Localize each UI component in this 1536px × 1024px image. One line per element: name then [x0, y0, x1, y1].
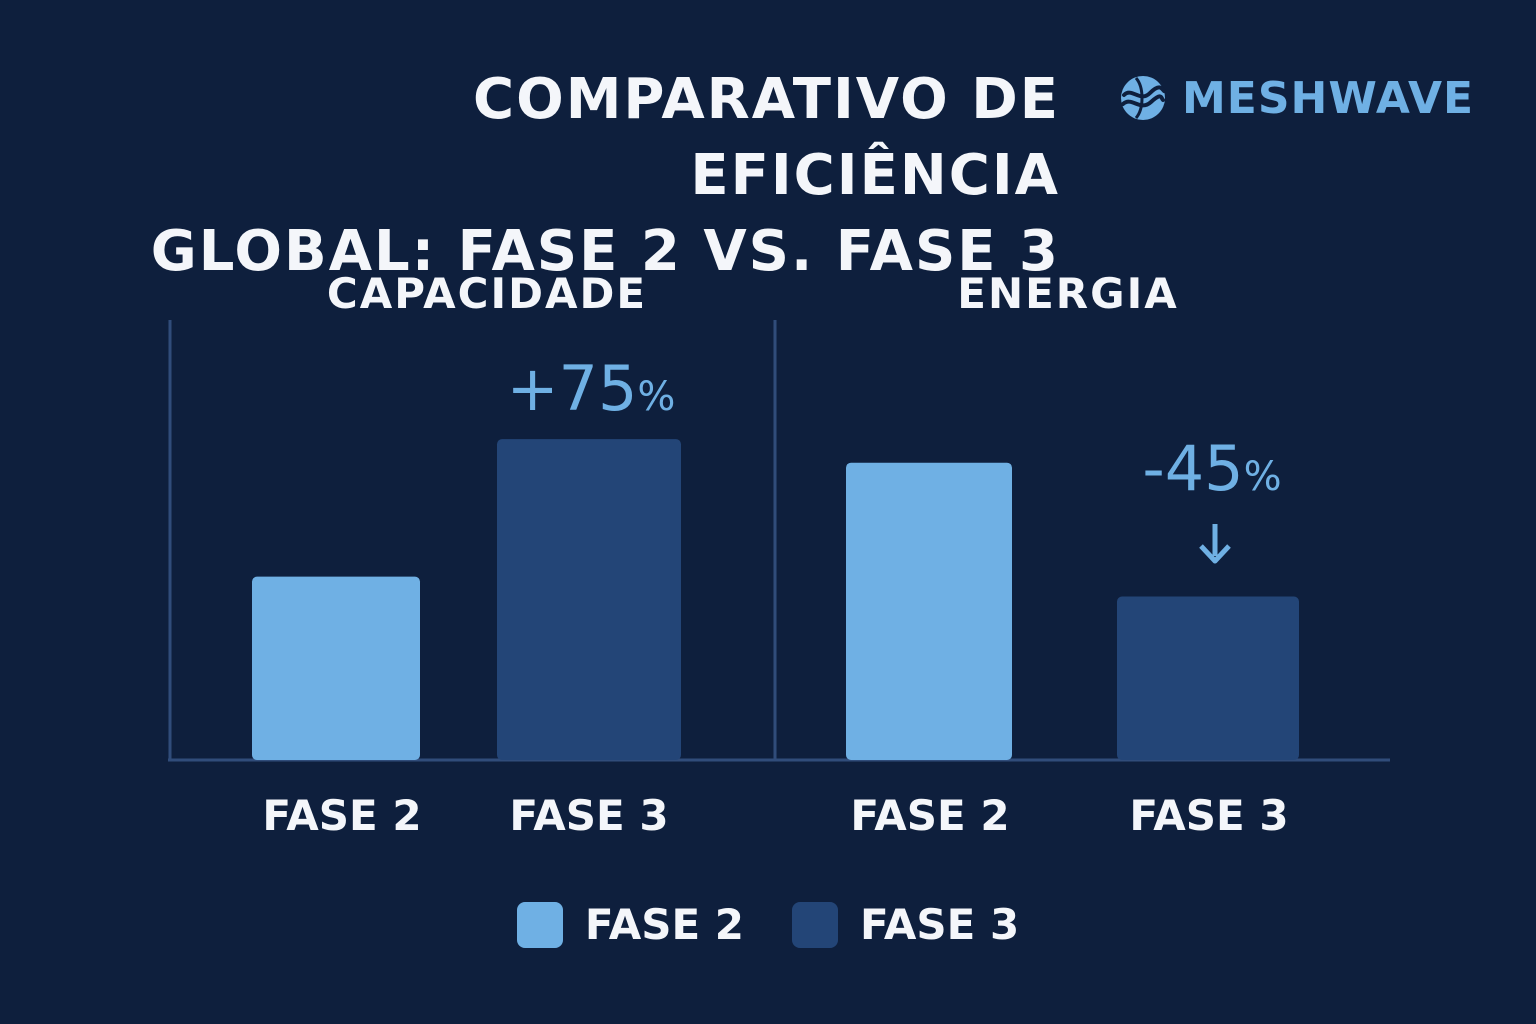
tick-label-capacidade-fase2: FASE 2 — [262, 791, 421, 840]
tick-label-capacidade-fase3: FASE 3 — [509, 791, 668, 840]
bar-energia-fase2 — [846, 462, 1012, 760]
brand-name: MESHWAVE — [1182, 72, 1475, 124]
chart-title-line-1: COMPARATIVO DE EFICIÊNCIA — [472, 67, 1060, 208]
brand-logo: MESHWAVE — [1118, 70, 1474, 126]
bar-capacidade-fase3 — [497, 439, 681, 760]
panel-title-capacidade: CAPACIDADE — [327, 269, 647, 318]
legend-swatch-fase3 — [792, 901, 838, 948]
annotation-energia: -45% — [1142, 432, 1281, 505]
annotation-capacidade: +75% — [507, 352, 676, 425]
legend-swatch-fase2 — [516, 901, 563, 948]
chart-title-line-2: GLOBAL: FASE 2 VS. FASE 3 — [150, 219, 1060, 284]
wave-globe-icon — [1121, 76, 1166, 120]
legend-label-fase3: FASE 3 — [860, 900, 1020, 949]
legend: FASE 2 FASE 3 — [0, 900, 1536, 949]
panel-title-energia: ENERGIA — [957, 269, 1178, 318]
tick-label-energia-fase3: FASE 3 — [1129, 791, 1288, 840]
legend-item-fase2: FASE 2 — [516, 900, 744, 949]
legend-item-fase3: FASE 3 — [792, 900, 1019, 949]
legend-label-fase2: FASE 2 — [584, 900, 744, 949]
bar-energia-fase3 — [1117, 596, 1299, 760]
down-arrow-icon — [1199, 524, 1231, 564]
bar-capacidade-fase2 — [252, 576, 420, 760]
chart-title: COMPARATIVO DE EFICIÊNCIA GLOBAL: FASE 2… — [120, 62, 1060, 290]
tick-label-energia-fase2: FASE 2 — [850, 791, 1009, 840]
